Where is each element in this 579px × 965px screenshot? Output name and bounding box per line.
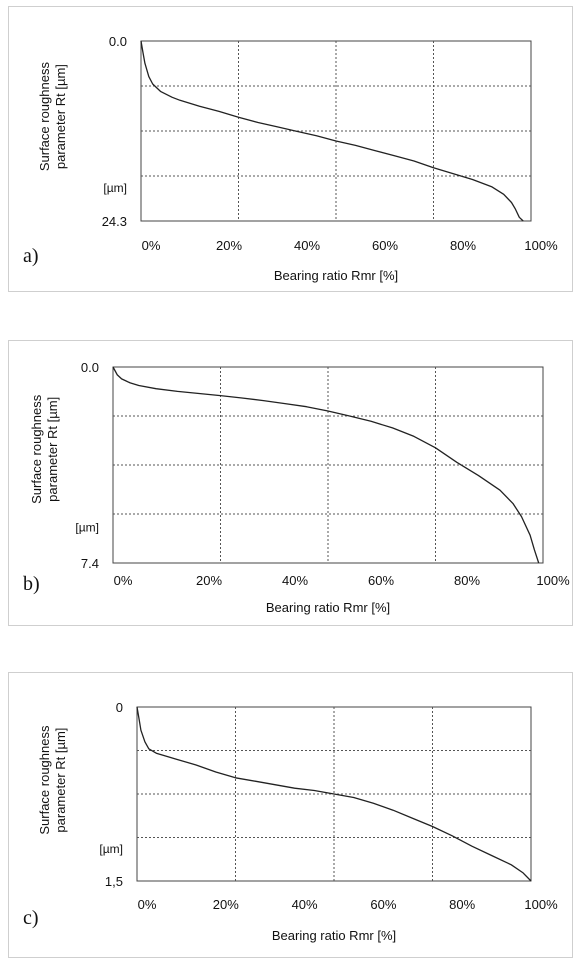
y-unit-label: [µm] bbox=[99, 842, 123, 856]
y-axis-label: parameter Rt [µm] bbox=[53, 64, 68, 169]
y-axis-label: parameter Rt [µm] bbox=[53, 728, 68, 833]
x-tick-label: 60% bbox=[370, 897, 396, 912]
y-axis-label: Surface roughness bbox=[37, 62, 52, 172]
panel-label-b: b) bbox=[23, 573, 40, 595]
x-tick-label: 40% bbox=[292, 897, 318, 912]
x-tick-label: 100% bbox=[524, 897, 558, 912]
y-unit-label: [µm] bbox=[75, 521, 99, 535]
x-tick-label: 40% bbox=[282, 573, 308, 588]
x-tick-label: 80% bbox=[449, 897, 475, 912]
y-tick-label: 24.3 bbox=[102, 214, 127, 229]
y-unit-label: [µm] bbox=[103, 181, 127, 195]
x-axis-label: Bearing ratio Rmr [%] bbox=[274, 268, 398, 283]
chart-panel-b: 0.0 7.4 [µm] 0% 20% 40% 60% 80% 100% Bearing rati… bbox=[8, 340, 573, 626]
chart-c: 0 1,5 [µm] 0% 20% 40% 60% 80% 100% Bearing ratio … bbox=[37, 700, 558, 943]
y-axis-label: Surface roughness bbox=[29, 394, 44, 504]
x-tick-label: 100% bbox=[536, 573, 570, 588]
x-tick-label: 0% bbox=[142, 238, 161, 253]
series-line bbox=[140, 40, 524, 222]
x-tick-label: 100% bbox=[524, 238, 558, 253]
series-line bbox=[136, 706, 532, 882]
y-tick-label: 0.0 bbox=[109, 34, 127, 49]
series-line bbox=[112, 366, 540, 564]
y-tick-label: 7.4 bbox=[81, 556, 99, 571]
chart-b: 0.0 7.4 [µm] 0% 20% 40% 60% 80% 100% Bearing rati… bbox=[29, 360, 570, 615]
x-tick-label: 20% bbox=[196, 573, 222, 588]
y-tick-label: 1,5 bbox=[105, 874, 123, 889]
panel-label-a: a) bbox=[23, 245, 39, 267]
panel-label-c: c) bbox=[23, 907, 39, 929]
x-tick-label: 40% bbox=[294, 238, 320, 253]
x-axis-label: Bearing ratio Rmr [%] bbox=[272, 928, 396, 943]
y-tick-label: 0.0 bbox=[81, 360, 99, 375]
chart-panel-c: 0 1,5 [µm] 0% 20% 40% 60% 80% 100% Bearing ratio … bbox=[8, 672, 573, 958]
x-tick-label: 0% bbox=[138, 897, 157, 912]
x-tick-label: 80% bbox=[450, 238, 476, 253]
x-tick-label: 20% bbox=[213, 897, 239, 912]
x-tick-label: 60% bbox=[368, 573, 394, 588]
x-tick-label: 80% bbox=[454, 573, 480, 588]
chart-a: 0.0 24.3 [µm] 0% 20% 40% 60% 80% 100% Bearing rat… bbox=[37, 34, 558, 283]
x-tick-label: 60% bbox=[372, 238, 398, 253]
x-axis-label: Bearing ratio Rmr [%] bbox=[266, 600, 390, 615]
y-tick-label: 0 bbox=[116, 700, 123, 715]
y-axis-label: Surface roughness bbox=[37, 725, 52, 835]
x-tick-label: 0% bbox=[114, 573, 133, 588]
chart-panel-a: 0.0 24.3 [µm] 0% 20% 40% 60% 80% 100% Bearing rat… bbox=[8, 6, 573, 292]
x-tick-label: 20% bbox=[216, 238, 242, 253]
y-axis-label: parameter Rt [µm] bbox=[45, 397, 60, 502]
